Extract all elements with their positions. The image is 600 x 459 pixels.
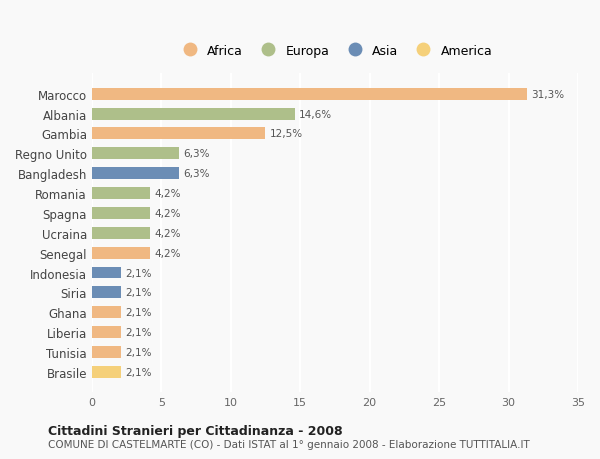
- Bar: [92, 168, 179, 180]
- Bar: [92, 326, 121, 338]
- Bar: [92, 227, 150, 239]
- Bar: [92, 108, 295, 120]
- Legend: Africa, Europa, Asia, America: Africa, Europa, Asia, America: [175, 42, 495, 60]
- Bar: [92, 346, 121, 358]
- Text: 4,2%: 4,2%: [154, 208, 181, 218]
- Text: Cittadini Stranieri per Cittadinanza - 2008: Cittadini Stranieri per Cittadinanza - 2…: [48, 424, 343, 437]
- Text: 4,2%: 4,2%: [154, 248, 181, 258]
- Bar: [92, 247, 150, 259]
- Bar: [92, 188, 150, 200]
- Text: 2,1%: 2,1%: [125, 308, 152, 318]
- Text: 2,1%: 2,1%: [125, 268, 152, 278]
- Text: 6,3%: 6,3%: [184, 149, 210, 159]
- Bar: [92, 366, 121, 378]
- Text: 2,1%: 2,1%: [125, 367, 152, 377]
- Text: 2,1%: 2,1%: [125, 347, 152, 357]
- Bar: [92, 148, 179, 160]
- Text: 14,6%: 14,6%: [299, 109, 332, 119]
- Text: 2,1%: 2,1%: [125, 327, 152, 337]
- Text: COMUNE DI CASTELMARTE (CO) - Dati ISTAT al 1° gennaio 2008 - Elaborazione TUTTIT: COMUNE DI CASTELMARTE (CO) - Dati ISTAT …: [48, 440, 530, 449]
- Text: 6,3%: 6,3%: [184, 169, 210, 179]
- Bar: [92, 287, 121, 299]
- Text: 4,2%: 4,2%: [154, 228, 181, 238]
- Text: 2,1%: 2,1%: [125, 288, 152, 298]
- Text: 12,5%: 12,5%: [269, 129, 303, 139]
- Bar: [92, 307, 121, 319]
- Text: 31,3%: 31,3%: [531, 90, 564, 100]
- Bar: [92, 89, 527, 101]
- Text: 4,2%: 4,2%: [154, 189, 181, 199]
- Bar: [92, 207, 150, 219]
- Bar: [92, 267, 121, 279]
- Bar: [92, 128, 265, 140]
